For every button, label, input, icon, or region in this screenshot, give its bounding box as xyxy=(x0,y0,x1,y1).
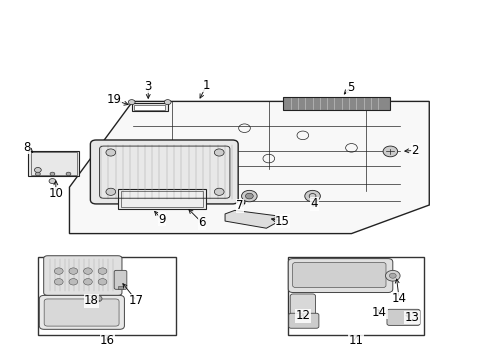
FancyBboxPatch shape xyxy=(386,309,419,325)
Circle shape xyxy=(304,190,320,202)
Circle shape xyxy=(128,100,135,105)
Text: 14: 14 xyxy=(371,306,386,319)
Circle shape xyxy=(385,270,399,281)
Bar xyxy=(118,189,205,208)
Circle shape xyxy=(54,268,63,274)
Circle shape xyxy=(83,268,92,274)
Bar xyxy=(30,152,77,175)
Circle shape xyxy=(388,273,395,278)
Circle shape xyxy=(34,167,41,172)
Bar xyxy=(283,97,389,111)
Polygon shape xyxy=(224,210,276,228)
Circle shape xyxy=(214,188,224,195)
Circle shape xyxy=(164,100,171,105)
Circle shape xyxy=(93,296,102,302)
Circle shape xyxy=(54,279,63,285)
Circle shape xyxy=(35,172,40,176)
Bar xyxy=(134,105,164,111)
Text: 19: 19 xyxy=(106,94,122,107)
Circle shape xyxy=(49,179,56,184)
Bar xyxy=(117,287,123,289)
Text: 2: 2 xyxy=(410,144,418,157)
Circle shape xyxy=(69,268,78,274)
Circle shape xyxy=(106,188,116,195)
Bar xyxy=(38,257,176,336)
Text: 8: 8 xyxy=(23,141,31,154)
Bar xyxy=(287,257,424,336)
FancyBboxPatch shape xyxy=(39,296,124,329)
FancyBboxPatch shape xyxy=(90,140,238,204)
FancyBboxPatch shape xyxy=(289,294,315,318)
Circle shape xyxy=(106,149,116,156)
FancyBboxPatch shape xyxy=(288,313,318,328)
Text: 1: 1 xyxy=(203,79,210,92)
Text: 15: 15 xyxy=(274,215,289,228)
Text: 13: 13 xyxy=(404,311,418,324)
Polygon shape xyxy=(131,103,167,111)
Text: 12: 12 xyxy=(295,309,310,322)
Circle shape xyxy=(69,279,78,285)
Circle shape xyxy=(245,193,253,199)
Circle shape xyxy=(66,172,71,176)
FancyBboxPatch shape xyxy=(44,299,119,326)
Circle shape xyxy=(50,172,55,176)
FancyBboxPatch shape xyxy=(287,258,392,293)
Circle shape xyxy=(83,279,92,285)
Text: 10: 10 xyxy=(48,187,63,200)
Circle shape xyxy=(98,268,107,274)
FancyBboxPatch shape xyxy=(114,270,126,289)
Circle shape xyxy=(382,146,397,157)
Polygon shape xyxy=(69,102,428,234)
Text: 14: 14 xyxy=(391,292,406,305)
Circle shape xyxy=(98,279,107,285)
Circle shape xyxy=(241,190,257,202)
Bar xyxy=(28,151,79,176)
Text: 9: 9 xyxy=(158,213,165,226)
FancyBboxPatch shape xyxy=(292,262,385,288)
Text: 5: 5 xyxy=(346,81,353,94)
FancyBboxPatch shape xyxy=(43,256,122,296)
Text: 7: 7 xyxy=(235,199,243,212)
Text: 4: 4 xyxy=(310,197,318,211)
Text: 16: 16 xyxy=(100,333,115,347)
Text: 17: 17 xyxy=(129,294,144,307)
Text: 6: 6 xyxy=(198,216,205,229)
Bar xyxy=(120,191,203,207)
Circle shape xyxy=(214,149,224,156)
Text: 11: 11 xyxy=(348,333,363,347)
Text: 3: 3 xyxy=(144,80,152,93)
Text: 18: 18 xyxy=(84,294,99,307)
